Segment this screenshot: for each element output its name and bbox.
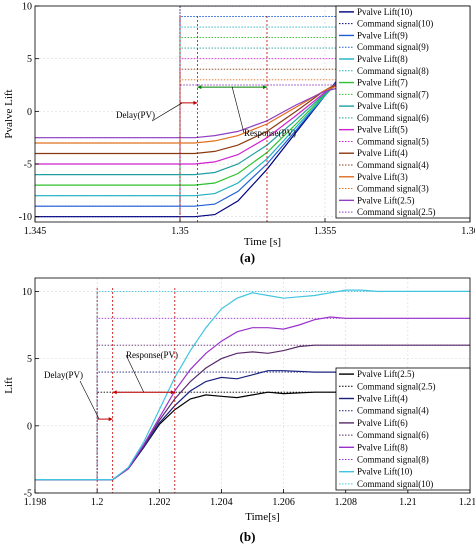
ticks: 1.345 1.35 1.355 1.36 -10 -5 0 5 10 <box>19 2 475 238</box>
legend-entry: Command signal(7) <box>357 89 429 99</box>
legend-entry: Pvalve Lift(9) <box>357 30 408 40</box>
response-leader <box>231 87 245 134</box>
legend-box <box>335 367 471 491</box>
y-tick-label: -5 <box>24 489 32 500</box>
response-arrowhead-right <box>170 390 175 395</box>
legend-entry: Pvalve Lift(5) <box>357 125 408 135</box>
legend-entry: Command signal(9) <box>357 42 429 52</box>
series-line-command-11 <box>35 58 470 165</box>
legend-entry: Pvalve Lift(10) <box>357 467 412 477</box>
ticks: 1.198 1.2 1.202 1.204 1.206 1.208 1.21 1.212 -5 0… <box>22 287 475 508</box>
legend-entry: Command signal(8) <box>357 455 429 465</box>
y-tick-label: 10 <box>22 287 32 298</box>
delay-label: Delay(PV) <box>44 370 83 380</box>
legend-entry: Command signal(10) <box>357 19 433 29</box>
legend-entry: Pvalve Lift(4) <box>357 148 408 158</box>
chart-panel-b: Delay(PV)Response(PV)1.198 1.2 1.202 1.204 1… <box>3 277 475 544</box>
response-label: Response(PV) <box>244 128 296 138</box>
legend-entry: Command signal(4) <box>357 160 429 170</box>
legend-entry: Pvalve Lift(6) <box>357 101 408 111</box>
series-line-lift-4 <box>35 344 470 481</box>
series-line-command-7 <box>35 37 470 186</box>
legend-entry: Pvalve Lift(6) <box>357 418 408 428</box>
response-arrowhead-left <box>112 390 117 395</box>
annotations: Delay(PV) Response(PV) <box>116 16 296 222</box>
panel-label: (b) <box>240 529 256 544</box>
x-axis-label: Time [s] <box>244 236 281 248</box>
y-tick-label: -5 <box>24 160 32 171</box>
legend: Pvalve Lift(2.5) Command signal(2.5) Pvalv… <box>335 367 471 491</box>
legend-entry: Command signal(6) <box>357 430 429 440</box>
panel-label: (a) <box>240 250 255 265</box>
series-line-lift-6 <box>35 316 470 481</box>
x-axis-label: Time[s] <box>245 511 279 523</box>
y-tick-label: -10 <box>19 212 32 223</box>
x-tick-label: 1.202 <box>148 497 171 508</box>
legend-entry: Pvalve Lift(10) <box>357 7 412 17</box>
y-tick-label: 10 <box>22 2 32 13</box>
legend-entry: Command signal(8) <box>357 66 429 76</box>
delay-leader <box>79 380 100 420</box>
legend: Pvalve Lift(10)Command signal(10)Pvalve … <box>335 5 471 219</box>
y-tick-label: 0 <box>27 107 32 118</box>
delay-leader <box>151 102 183 122</box>
legend-entry: Pvalve Lift(8) <box>357 54 408 64</box>
y-tick-label: 0 <box>27 421 32 432</box>
legend-entry: Command signal(10) <box>357 479 433 489</box>
y-tick-label: 5 <box>27 54 32 65</box>
y-axis-label: Lift <box>3 377 15 394</box>
response-leader <box>125 354 145 393</box>
legend-entry: Pvalve Lift(8) <box>357 442 408 452</box>
delay-arrowhead <box>193 100 198 105</box>
annotations: Delay(PV) Response(PV) <box>44 288 178 493</box>
series-line-lift-8 <box>35 289 470 481</box>
response-arrowhead-right <box>263 85 267 90</box>
x-tick-label: 1.355 <box>314 226 337 237</box>
legend-entry: Command signal(4) <box>357 406 429 416</box>
response-label: Response(PV) <box>126 350 178 360</box>
series-line-command-17 <box>35 84 470 139</box>
legend-entry: Pvalve Lift(4) <box>357 394 408 404</box>
x-tick-label: 1.206 <box>272 497 295 508</box>
legend-entry: Command signal(2.5) <box>357 381 436 391</box>
legend-entry: Pvalve Lift(7) <box>357 78 408 88</box>
series-line-command-3 <box>35 16 470 207</box>
x-tick-label: 1.345 <box>24 226 47 237</box>
legend-entry: Pvalve Lift(2.5) <box>357 369 415 379</box>
x-tick-label: 1.35 <box>171 226 189 237</box>
x-tick-label: 1.198 <box>24 497 47 508</box>
x-tick-label: 1.212 <box>459 497 475 508</box>
legend-entry: Command signal(6) <box>357 113 429 123</box>
legend-entry: Pvalve Lift(3) <box>357 172 408 182</box>
x-tick-label: 1.208 <box>334 497 357 508</box>
series-line-command-15 <box>35 79 470 144</box>
x-tick-label: 1.36 <box>461 226 475 237</box>
legend-entry: Command signal(2.5) <box>357 207 436 217</box>
legend-entry: Command signal(5) <box>357 136 429 146</box>
x-tick-label: 1.2 <box>91 497 104 508</box>
legend-entry: Pvalve Lift(2.5) <box>357 195 415 205</box>
y-tick-label: 5 <box>27 354 32 365</box>
x-tick-label: 1.204 <box>210 497 233 508</box>
y-axis-label: Pvalve Lift <box>3 89 15 138</box>
chart-panel-a: Delay(PV) Response(PV) 1.345 1.35 1.355 1.36 -… <box>3 2 475 266</box>
delay-label: Delay(PV) <box>116 110 155 120</box>
legend-box <box>335 5 471 219</box>
response-arrowhead-left <box>197 85 202 90</box>
delay-arrowhead <box>108 417 113 422</box>
x-tick-label: 1.21 <box>399 497 417 508</box>
legend-entry: Command signal(3) <box>357 184 429 194</box>
